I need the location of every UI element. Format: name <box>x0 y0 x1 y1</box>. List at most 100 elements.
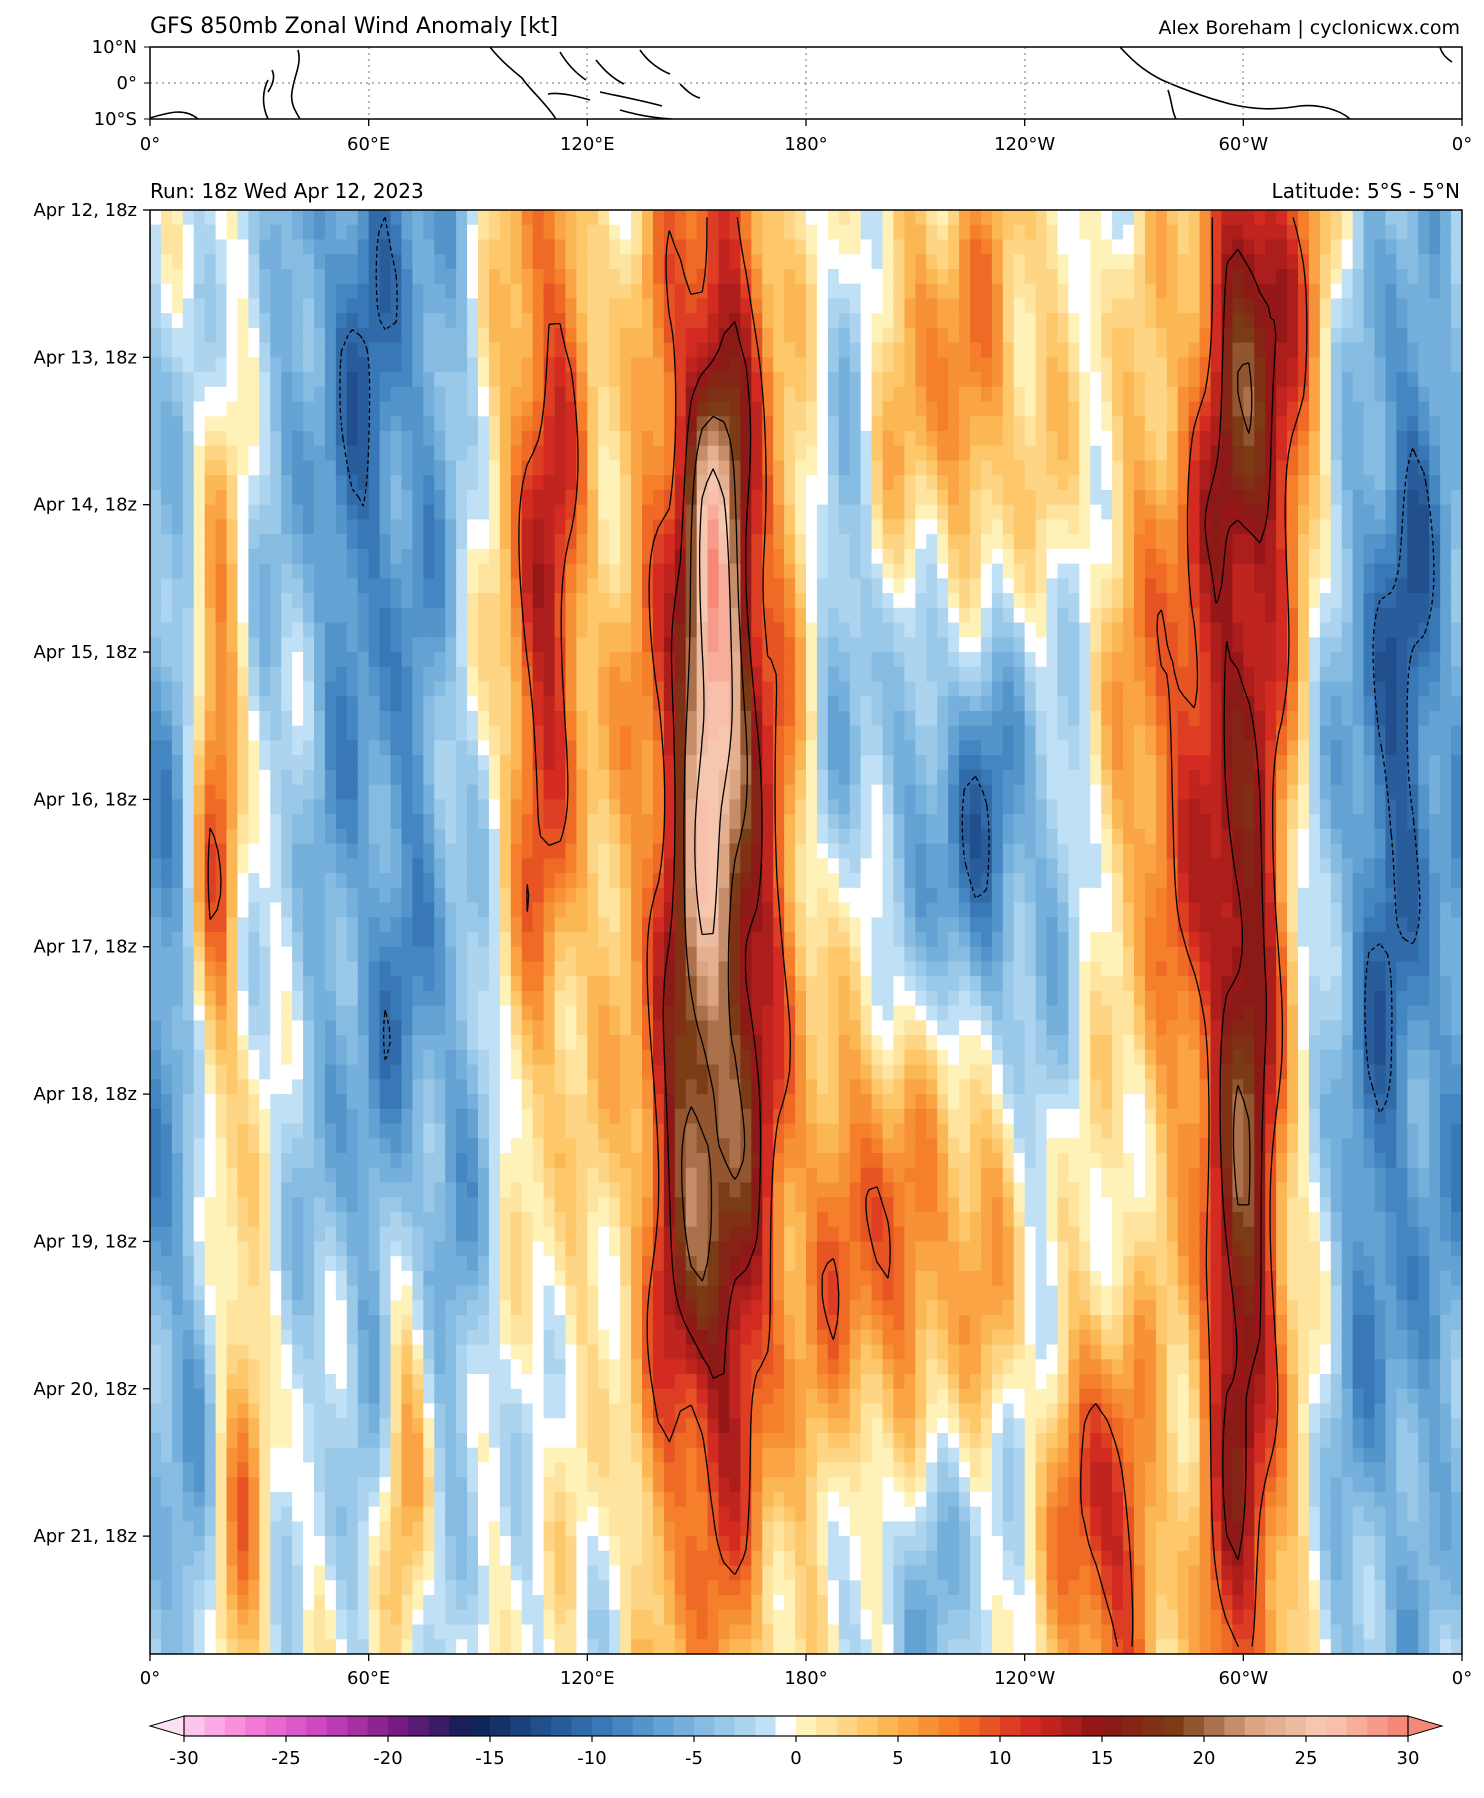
heatmap-cell <box>663 578 676 594</box>
heatmap-cell <box>1057 578 1069 594</box>
heatmap-cell <box>1451 239 1462 255</box>
heatmap-cell <box>357 578 370 594</box>
heatmap-cell <box>838 696 851 712</box>
heatmap-cell <box>1287 224 1299 241</box>
heatmap-cell <box>827 372 840 388</box>
heatmap-cell <box>871 563 884 579</box>
heatmap-cell <box>1123 622 1135 638</box>
heatmap-cell <box>532 210 545 226</box>
heatmap-cell <box>849 607 862 624</box>
heatmap-cell <box>248 593 260 609</box>
heatmap-cell <box>948 637 960 653</box>
heatmap-cell <box>1112 327 1124 344</box>
heatmap-cell <box>882 593 895 609</box>
heatmap-cell <box>937 769 949 786</box>
heatmap-cell <box>292 460 304 476</box>
heatmap-cell <box>871 416 884 432</box>
heatmap-cell <box>620 357 632 373</box>
heatmap-cell <box>1024 740 1037 756</box>
heatmap-cell <box>1090 372 1102 388</box>
heatmap-cell <box>346 283 359 299</box>
heatmap-cell <box>1407 445 1419 462</box>
heatmap-cell <box>915 784 927 800</box>
heatmap-cell <box>1232 652 1244 668</box>
heatmap-cell <box>1374 784 1387 800</box>
heatmap-cell <box>991 416 1004 432</box>
heatmap-cell <box>1385 254 1397 270</box>
heatmap-cell <box>1363 666 1376 683</box>
heatmap-cell <box>1440 445 1452 462</box>
heatmap-cell <box>1079 548 1091 565</box>
heatmap-cell <box>1134 681 1146 697</box>
heatmap-cell <box>1330 769 1343 786</box>
heatmap-cell <box>718 637 731 653</box>
heatmap-cell <box>1134 460 1146 476</box>
heatmap-cell <box>1232 622 1244 638</box>
heatmap-cell <box>1243 460 1255 476</box>
heatmap-cell <box>718 283 731 299</box>
heatmap-cell <box>1199 475 1212 491</box>
heatmap-cell <box>368 283 381 299</box>
heatmap-cell <box>1155 327 1168 344</box>
heatmap-cell <box>1363 386 1376 403</box>
heatmap-cell <box>991 460 1004 476</box>
heatmap-cell <box>838 548 851 565</box>
heatmap-cell <box>576 268 588 285</box>
heatmap-cell <box>521 224 534 241</box>
heatmap-cell <box>401 504 413 521</box>
heatmap-cell <box>1440 475 1452 491</box>
heatmap-cell <box>871 710 884 727</box>
heatmap-cell <box>948 445 960 462</box>
heatmap-cell <box>445 357 457 373</box>
heatmap-cell <box>1440 548 1452 565</box>
heatmap-cell <box>1396 622 1408 638</box>
heatmap-cell <box>488 637 501 653</box>
heatmap-cell <box>652 534 665 550</box>
heatmap-cell <box>740 755 752 771</box>
heatmap-cell <box>357 814 370 830</box>
heatmap-cell <box>1046 445 1059 462</box>
heatmap-cell <box>718 534 731 550</box>
heatmap-cell <box>860 769 873 786</box>
heatmap-cell <box>696 313 709 329</box>
heatmap-cell <box>915 637 927 653</box>
heatmap-cell <box>488 489 501 506</box>
x-tick-label: 60°E <box>347 134 390 155</box>
heatmap-cell <box>904 725 916 742</box>
heatmap-cell <box>1298 548 1310 565</box>
heatmap-cell <box>773 740 785 756</box>
heatmap-cell <box>795 327 807 344</box>
heatmap-cell <box>1079 784 1091 800</box>
heatmap-cell <box>1134 504 1146 521</box>
heatmap-cell <box>1287 784 1299 800</box>
heatmap-cell <box>445 210 457 226</box>
heatmap-cell <box>204 666 217 683</box>
heatmap-cell <box>1308 224 1321 241</box>
heatmap-cell <box>1166 740 1179 756</box>
heatmap-cell <box>1232 578 1244 594</box>
heatmap-cell <box>488 607 501 624</box>
heatmap-cell <box>1396 416 1408 432</box>
heatmap-cell <box>1199 283 1212 299</box>
heatmap-cell <box>1407 548 1419 565</box>
heatmap-cell <box>576 210 588 226</box>
heatmap-cell <box>1090 224 1102 241</box>
heatmap-cell <box>335 548 348 565</box>
heatmap-cell <box>1079 357 1091 373</box>
heatmap-cell <box>587 755 599 771</box>
heatmap-cell <box>1363 799 1376 815</box>
heatmap-cell <box>1013 239 1026 255</box>
heatmap-cell <box>456 489 468 506</box>
heatmap-cell <box>259 710 271 727</box>
heatmap-cell <box>226 622 239 638</box>
heatmap-cell <box>1276 622 1288 638</box>
heatmap-cell <box>959 593 971 609</box>
heatmap-cell <box>991 548 1004 565</box>
heatmap-cell <box>1046 740 1059 756</box>
heatmap-cell <box>1210 755 1223 771</box>
heatmap-cell <box>1188 342 1201 358</box>
heatmap-cell <box>740 622 752 638</box>
heatmap-cell <box>707 696 720 712</box>
heatmap-cell <box>948 578 960 594</box>
heatmap-cell <box>598 460 610 476</box>
